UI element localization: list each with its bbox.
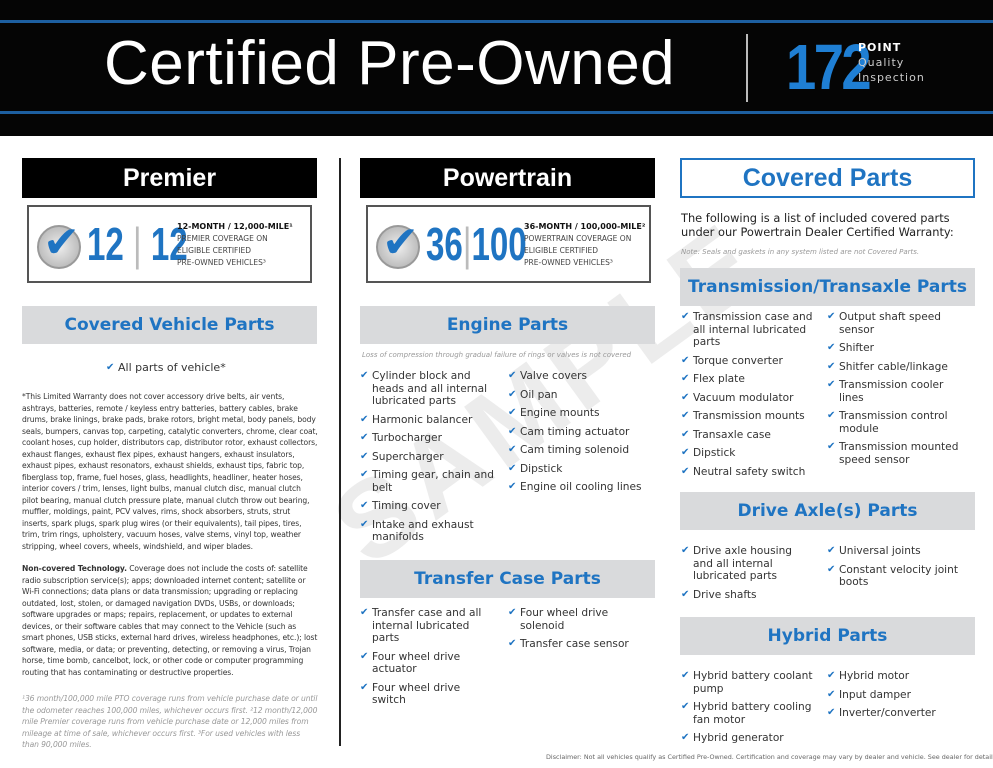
list-item: Four wheel drive actuator bbox=[360, 651, 490, 676]
list-item: Intake and exhaust manifolds bbox=[360, 519, 500, 544]
list-item: Four wheel drive switch bbox=[360, 682, 490, 707]
list-item: Cam timing actuator bbox=[508, 426, 648, 439]
list-item: Constant velocity joint boots bbox=[827, 564, 967, 589]
list-item: Drive shafts bbox=[681, 589, 813, 602]
list-item: All parts of vehicle* bbox=[106, 361, 226, 375]
inspection-inspection: Inspection bbox=[858, 71, 925, 84]
exclusions-text: *This Limited Warranty does not cover ac… bbox=[22, 392, 318, 551]
list-item: Hybrid battery cooling fan motor bbox=[681, 701, 813, 726]
all-parts-list: All parts of vehicle* bbox=[106, 361, 226, 381]
inspection-label: POINT Quality Inspection bbox=[858, 40, 925, 85]
list-item: Output shaft speed sensor bbox=[827, 311, 967, 336]
non-covered-technology: Non-covered Technology. Coverage does no… bbox=[22, 563, 318, 678]
list-item: Four wheel drive solenoid bbox=[508, 607, 638, 632]
list-item: Shifter bbox=[827, 342, 967, 355]
list-item: Transfer case sensor bbox=[508, 638, 638, 651]
list-item: Transmission cooler lines bbox=[827, 379, 967, 404]
drive-axle-heading: Drive Axle(s) Parts bbox=[680, 492, 975, 530]
inspection-quality: Quality bbox=[858, 56, 905, 69]
footnote: ¹36 month/100,000 mile PTO coverage runs… bbox=[22, 694, 318, 749]
premier-badge: ✔ 12 | 12 12-MONTH / 12,000-MILE¹ PREMIER… bbox=[27, 205, 312, 283]
list-item: Transmission control module bbox=[827, 410, 967, 435]
engine-note: Loss of compression through gradual fail… bbox=[362, 351, 632, 359]
inspection-point: POINT bbox=[858, 41, 902, 54]
list-item: Input damper bbox=[827, 689, 967, 702]
list-item: Turbocharger bbox=[360, 432, 500, 445]
tech-text: Coverage does not include the costs of: … bbox=[22, 564, 318, 677]
transfer-list-a: Transfer case and all internal lubricate… bbox=[360, 607, 490, 713]
hybrid-list-a: Hybrid battery coolant pump Hybrid batter… bbox=[681, 670, 813, 751]
list-item: Transmission mounts bbox=[681, 410, 813, 423]
premier-heading: Premier bbox=[22, 158, 317, 198]
covered-vehicle-parts-heading: Covered Vehicle Parts bbox=[22, 306, 317, 344]
covered-intro: The following is a list of included cove… bbox=[681, 211, 954, 239]
covered-note: Note: Seals and gaskets in any system li… bbox=[681, 248, 920, 256]
list-item: Hybrid generator bbox=[681, 732, 813, 745]
list-item: Transmission case and all internal lubri… bbox=[681, 311, 813, 349]
powertrain-badge: ✔ 36|100 36-MONTH / 100,000-MILE² POWERTR… bbox=[366, 205, 651, 283]
list-item: Inverter/converter bbox=[827, 707, 967, 720]
list-item: Cylinder block and heads and all interna… bbox=[360, 370, 500, 408]
checkmark-icon: ✔ bbox=[37, 217, 81, 269]
list-item: Engine mounts bbox=[508, 407, 648, 420]
inspection-number: 172 bbox=[786, 31, 872, 103]
badge-numbers: 12 | 12 bbox=[87, 218, 188, 270]
engine-list-a: Cylinder block and heads and all interna… bbox=[360, 370, 500, 550]
list-item: Valve covers bbox=[508, 370, 648, 383]
engine-parts-heading: Engine Parts bbox=[360, 306, 655, 344]
axle-list-a: Drive axle housing and all internal lubr… bbox=[681, 545, 813, 607]
list-item: Universal joints bbox=[827, 545, 967, 558]
list-item: Timing gear, chain and belt bbox=[360, 469, 500, 494]
powertrain-heading: Powertrain bbox=[360, 158, 655, 198]
list-item: Drive axle housing and all internal lubr… bbox=[681, 545, 813, 583]
list-item: Transaxle case bbox=[681, 429, 813, 442]
tech-label: Non-covered Technology. bbox=[22, 564, 127, 573]
list-item: Shitfer cable/linkage bbox=[827, 361, 967, 374]
list-item: Transmission mounted speed sensor bbox=[827, 441, 967, 466]
list-item: Cam timing solenoid bbox=[508, 444, 648, 457]
list-item: Neutral safety switch bbox=[681, 466, 813, 479]
list-item: Hybrid motor bbox=[827, 670, 967, 683]
badge-text: 36-MONTH / 100,000-MILE² POWERTRAIN COVER… bbox=[524, 222, 646, 267]
header-banner: Certified Pre-Owned 172 POINT Quality Insp… bbox=[0, 0, 993, 136]
disclaimer: Disclaimer: Not all vehicles qualify as … bbox=[546, 753, 993, 761]
engine-list-b: Valve covers Oil pan Engine mounts Cam timi… bbox=[508, 370, 648, 500]
header-line-bottom bbox=[0, 111, 993, 114]
list-item: Dipstick bbox=[508, 463, 648, 476]
transmission-heading: Transmission/Transaxle Parts bbox=[680, 268, 975, 306]
list-item: Vacuum modulator bbox=[681, 392, 813, 405]
hybrid-heading: Hybrid Parts bbox=[680, 617, 975, 655]
list-item: Oil pan bbox=[508, 389, 648, 402]
list-item: Transfer case and all internal lubricate… bbox=[360, 607, 490, 645]
axle-list-b: Universal joints Constant velocity joint … bbox=[827, 545, 967, 595]
header-line-top bbox=[0, 20, 993, 23]
list-item: Dipstick bbox=[681, 447, 813, 460]
transmission-list-b: Output shaft speed sensor Shifter Shitfer … bbox=[827, 311, 967, 472]
transmission-list-a: Transmission case and all internal lubri… bbox=[681, 311, 813, 484]
list-item: Engine oil cooling lines bbox=[508, 481, 648, 494]
checkmark-icon: ✔ bbox=[376, 217, 420, 269]
column-divider bbox=[339, 158, 341, 746]
list-item: Torque converter bbox=[681, 355, 813, 368]
badge-text: 12-MONTH / 12,000-MILE¹ PREMIER COVERAGE … bbox=[177, 222, 293, 267]
transfer-case-heading: Transfer Case Parts bbox=[360, 560, 655, 598]
badge-numbers: 36|100 bbox=[426, 218, 527, 270]
list-item: Timing cover bbox=[360, 500, 500, 513]
list-item: Flex plate bbox=[681, 373, 813, 386]
list-item: Harmonic balancer bbox=[360, 414, 500, 427]
hybrid-list-b: Hybrid motor Input damper Inverter/convert… bbox=[827, 670, 967, 726]
transfer-list-b: Four wheel drive solenoid Transfer case s… bbox=[508, 607, 638, 657]
list-item: Supercharger bbox=[360, 451, 500, 464]
page-title: Certified Pre-Owned bbox=[104, 29, 676, 98]
list-item: Hybrid battery coolant pump bbox=[681, 670, 813, 695]
covered-parts-heading: Covered Parts bbox=[680, 158, 975, 198]
header-divider bbox=[746, 34, 748, 102]
